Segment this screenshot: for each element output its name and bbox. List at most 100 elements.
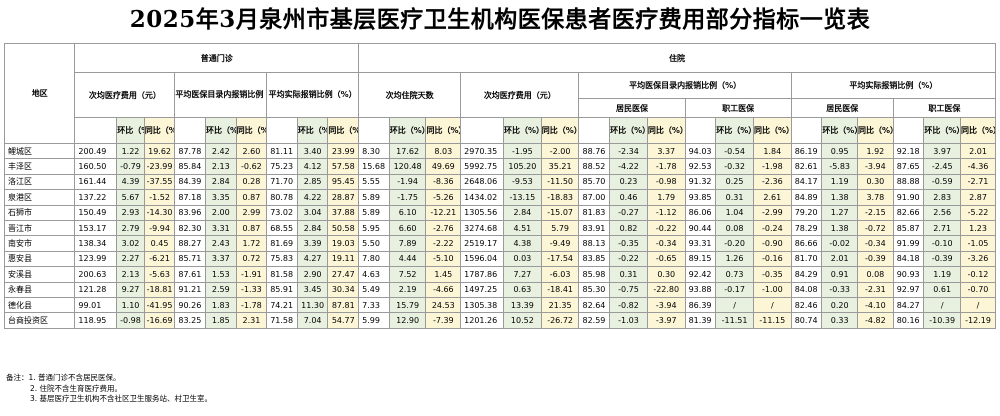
value-cell: 1201.26 — [460, 312, 504, 329]
mom-cell: 0.33 — [821, 312, 859, 329]
value-cell: 91.99 — [892, 235, 925, 252]
yoy-subheader: 同比（%） — [646, 117, 686, 144]
sub-header-row: 环比（%）同比（%）环比（%）同比（%）环比（%）同比（%）环比（%）同比（%）… — [5, 117, 996, 144]
yoy-cell: -0.34 — [646, 235, 686, 252]
value-cell: 150.49 — [74, 204, 118, 221]
value-cell: 73.02 — [266, 204, 298, 221]
mom-cell: 1.53 — [204, 266, 237, 283]
value-cell: 87.65 — [892, 158, 925, 175]
value-cell: 83.85 — [578, 250, 611, 268]
value-cell: 5.89 — [358, 189, 390, 206]
value-cell: 75.83 — [266, 250, 298, 268]
mom-cell: 0.82 — [609, 219, 648, 237]
mom-cell: 3.35 — [204, 189, 237, 206]
value-cell: 89.15 — [684, 250, 717, 268]
value-cell: 86.19 — [790, 142, 823, 160]
value-cell: 93.85 — [684, 189, 717, 206]
mom-subheader: 环比（%） — [204, 117, 237, 144]
yoy-cell: 1.45 — [425, 266, 462, 283]
mom-cell: -0.32 — [715, 158, 754, 175]
mom-cell: 2.84 — [204, 173, 237, 191]
yoy-cell: 0.45 — [143, 235, 176, 252]
value-cell: 93.88 — [684, 281, 717, 298]
mom-cell: -0.20 — [715, 235, 754, 252]
value-cell: 87.61 — [174, 266, 206, 283]
mom-cell: -0.27 — [609, 204, 648, 221]
mom-cell: -0.22 — [609, 250, 648, 268]
value-cell: 1787.86 — [460, 266, 504, 283]
mom-cell: 0.08 — [715, 219, 754, 237]
medical-cost-table: 地区 普通门诊 住院 次均医疗费用（元） 平均医保目录内报销比例（%） 平均实际… — [3, 43, 997, 329]
mom-cell: 7.27 — [502, 266, 542, 283]
mom-cell: 0.31 — [715, 189, 754, 206]
yoy-cell: 54.77 — [327, 312, 360, 329]
value-cell: 90.26 — [174, 296, 206, 314]
value-cell: 85.84 — [174, 158, 206, 175]
mom-cell: -1.95 — [502, 142, 542, 160]
value-cell: 68.55 — [266, 219, 298, 237]
yoy-cell: -2.76 — [425, 219, 462, 237]
mom-cell: 4.22 — [296, 189, 329, 206]
value-cell: 90.93 — [892, 266, 925, 283]
yoy-cell: 27.47 — [327, 266, 360, 283]
value-subheader — [790, 117, 823, 144]
yoy-cell: 19.11 — [327, 250, 360, 268]
mom-cell: -0.39 — [923, 250, 962, 268]
mom-cell: 4.44 — [388, 250, 427, 268]
mom-cell: 13.39 — [502, 296, 542, 314]
mom-cell: 0.20 — [821, 296, 859, 314]
mom-cell: 0.73 — [715, 266, 754, 283]
value-cell: 7.33 — [358, 296, 390, 314]
mom-cell: 10.52 — [502, 312, 542, 329]
yoy-subheader: 同比（%） — [752, 117, 792, 144]
ip-days-header: 次均住院天数 — [358, 72, 462, 118]
value-cell: 92.53 — [684, 158, 717, 175]
mom-cell: -0.59 — [923, 173, 962, 191]
mom-cell: 1.27 — [821, 204, 859, 221]
table-row: 晋江市 153.17 2.79 -9.94 82.30 3.31 0.87 68.55 2.84… — [3, 219, 996, 237]
value-cell: 153.17 — [74, 219, 118, 237]
mom-cell: 1.19 — [821, 173, 859, 191]
value-cell: 71.70 — [266, 173, 298, 191]
value-cell: 84.39 — [174, 173, 206, 191]
mom-cell: -1.03 — [609, 312, 648, 329]
mom-cell: 0.25 — [715, 173, 754, 191]
mom-cell: 0.31 — [609, 266, 648, 283]
value-cell: 138.34 — [74, 235, 118, 252]
yoy-cell: -9.49 — [540, 235, 580, 252]
value-cell: 91.90 — [892, 189, 925, 206]
mom-cell: 3.31 — [204, 219, 237, 237]
yoy-cell: -4.66 — [425, 281, 462, 298]
yoy-cell: -0.16 — [752, 250, 792, 268]
value-cell: 5.49 — [358, 281, 390, 298]
mom-cell: 0.63 — [502, 281, 542, 298]
mom-cell: -0.54 — [715, 142, 754, 160]
value-subheader — [578, 117, 611, 144]
value-cell: 81.83 — [578, 204, 611, 221]
note-1: 备注：1. 普通门诊不含居民医保。 — [6, 373, 121, 382]
mom-cell: 2.56 — [923, 204, 962, 221]
value-cell: 84.17 — [790, 173, 823, 191]
yoy-cell: -0.12 — [960, 266, 996, 283]
value-cell: 80.78 — [266, 189, 298, 206]
yoy-cell: -16.69 — [143, 312, 176, 329]
mom-cell: 3.04 — [296, 204, 329, 221]
region-name-cell: 台商投资区 — [3, 312, 76, 329]
value-cell: 88.88 — [892, 173, 925, 191]
table-row: 洛江区 161.44 4.39 -37.55 84.39 2.84 0.28 71.70 2.8… — [3, 173, 996, 191]
table-row: 安溪县 200.63 2.13 -5.63 87.61 1.53 -1.91 81.58 2.9… — [3, 266, 996, 283]
mom-cell: 5.67 — [116, 189, 145, 206]
yoy-cell: -0.39 — [857, 250, 894, 268]
yoy-cell: -1.05 — [960, 235, 996, 252]
yoy-cell: -1.52 — [143, 189, 176, 206]
yoy-cell: 2.60 — [235, 142, 268, 160]
yoy-cell: 8.03 — [425, 142, 462, 160]
mom-subheader: 环比（%） — [923, 117, 962, 144]
value-cell: 84.89 — [790, 189, 823, 206]
region-name-cell: 安溪县 — [3, 266, 76, 283]
region-name-cell: 永春县 — [3, 281, 76, 298]
value-cell: 81.58 — [266, 266, 298, 283]
value-cell: 87.78 — [174, 142, 206, 160]
value-cell: 71.58 — [266, 312, 298, 329]
op-catalog-ratio-header: 平均医保目录内报销比例（%） — [174, 72, 268, 118]
